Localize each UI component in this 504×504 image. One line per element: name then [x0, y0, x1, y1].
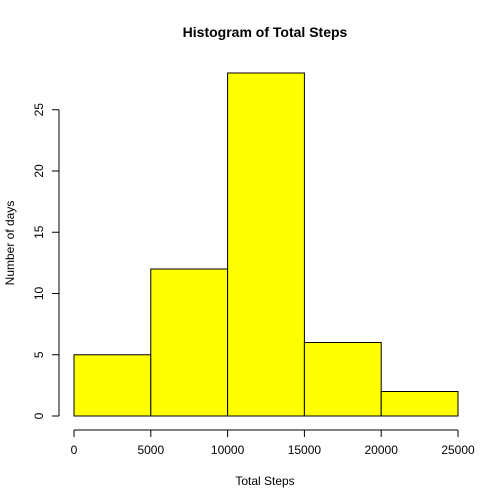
histogram-bar — [303, 342, 382, 417]
x-tick-label: 25000 — [441, 443, 475, 457]
x-tick-label: 5000 — [137, 443, 164, 457]
y-axis: 0 5 10 15 20 25 — [32, 103, 60, 419]
x-tick-label: 10000 — [211, 443, 245, 457]
y-axis-label: Number of days — [3, 201, 17, 286]
y-tick-label: 20 — [32, 164, 46, 178]
x-tick-label: 15000 — [288, 443, 322, 457]
x-tick-label: 0 — [71, 443, 78, 457]
y-tick-label: 25 — [32, 103, 46, 117]
x-axis: 0 5000 10000 15000 20000 25000 — [71, 429, 475, 457]
histogram-bar — [380, 391, 459, 417]
y-tick-label: 5 — [32, 351, 46, 358]
histogram-bar — [150, 268, 229, 417]
y-tick-label: 15 — [32, 225, 46, 239]
bars-group — [73, 72, 459, 417]
y-tick-label: 0 — [32, 412, 46, 419]
histogram-bar — [73, 354, 152, 417]
y-tick-label: 10 — [32, 287, 46, 301]
chart-title: Histogram of Total Steps — [183, 24, 348, 40]
histogram-bar — [227, 72, 305, 417]
x-axis-label: Total Steps — [235, 474, 294, 488]
x-tick-label: 20000 — [365, 443, 399, 457]
